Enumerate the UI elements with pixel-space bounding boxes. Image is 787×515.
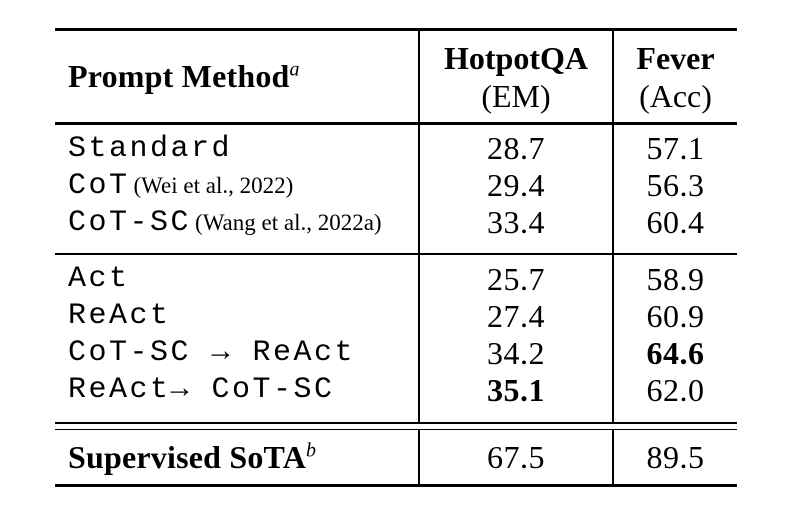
method-cell-cot: CoT (Wei et al., 2022): [68, 167, 418, 204]
header-method-cell: Prompt Methoda: [55, 31, 418, 122]
hotpotqa-value-best: 35.1: [487, 372, 545, 408]
hotpotqa-column: 28.7 29.4 33.4: [418, 124, 612, 253]
hotpotqa-value: 34.2: [487, 335, 545, 371]
table-section-react: Act ReAct CoT-SC → ReAct ReAct→ CoT-SC 2…: [55, 255, 737, 422]
method-cell-react: ReAct: [68, 298, 418, 335]
method-cell-react-to-cotsc: ReAct→ CoT-SC: [68, 372, 418, 409]
fever-value: 62.0: [646, 372, 705, 408]
table-double-rule-lower: [55, 428, 737, 431]
hotpotqa-value: 29.4: [487, 166, 545, 203]
table-rule-bottom: [55, 484, 737, 488]
fever-column: 58.9 60.9 64.6 62.0: [612, 255, 737, 422]
results-table: Prompt Methoda HotpotQA (EM) Fever (Acc)…: [55, 28, 737, 488]
footnote-marker-a: a: [289, 58, 300, 81]
method-name: Standard: [68, 131, 233, 166]
footer-label-cell: Supervised SoTAb: [55, 430, 418, 484]
method-citation: (Wang et al., 2022a): [195, 209, 382, 235]
table-section-baselines: Standard CoT (Wei et al., 2022) CoT-SC (Wa…: [55, 124, 737, 253]
footer-hotpotqa-cell: 67.5: [418, 430, 612, 485]
fever-value: 56.3: [646, 166, 705, 203]
supervised-sota-text: Supervised SoTA: [68, 438, 307, 475]
table-rule-mid: [55, 252, 737, 255]
method-citation: (Wei et al., 2022): [133, 172, 294, 198]
table-footer-row: Supervised SoTAb 67.5 89.5: [55, 430, 737, 485]
table-rule-top: [55, 28, 737, 31]
method-cell-act: Act: [68, 261, 418, 298]
fever-value: 60.9: [646, 298, 705, 334]
footnote-marker-b: b: [306, 439, 317, 462]
fever-value-best: 64.6: [646, 335, 705, 371]
fever-value: 58.9: [646, 261, 705, 297]
method-name: ReAct: [68, 299, 171, 333]
column-header-hotpotqa: HotpotQA: [444, 39, 588, 76]
column-header-fever-metric: (Acc): [639, 77, 712, 114]
method-name: Act: [68, 262, 130, 296]
column-header-prompt-method: Prompt Methoda: [68, 58, 418, 95]
column-header-fever: Fever: [636, 39, 715, 76]
footer-fever-cell: 89.5: [612, 430, 737, 485]
method-column: Standard CoT (Wei et al., 2022) CoT-SC (Wa…: [55, 125, 418, 253]
hotpotqa-value: 28.7: [487, 129, 545, 166]
table-double-rule-upper: [55, 422, 737, 424]
hotpotqa-value: 33.4: [487, 203, 545, 240]
fever-sota-value: 89.5: [646, 438, 705, 475]
header-fever-cell: Fever (Acc): [612, 31, 737, 122]
header-hotpotqa-cell: HotpotQA (EM): [418, 31, 612, 122]
fever-value: 60.4: [646, 203, 705, 240]
fever-column: 57.1 56.3 60.4: [612, 124, 737, 253]
hotpotqa-value: 27.4: [487, 298, 545, 334]
column-header-hotpotqa-metric: (EM): [481, 77, 551, 114]
table-rule-below-header: [55, 122, 737, 125]
method-cell-standard: Standard: [68, 130, 418, 167]
supervised-sota-label: Supervised SoTAb: [68, 439, 418, 476]
hotpotqa-value: 25.7: [487, 261, 545, 297]
method-cell-cotsc-to-react: CoT-SC → ReAct: [68, 335, 418, 372]
table-header-row: Prompt Methoda HotpotQA (EM) Fever (Acc): [55, 31, 737, 122]
fever-value: 57.1: [646, 129, 705, 166]
method-name: CoT: [68, 168, 130, 203]
method-name: ReAct→ CoT-SC: [68, 373, 335, 407]
hotpotqa-column: 25.7 27.4 34.2 35.1: [418, 255, 612, 422]
hotpotqa-sota-value: 67.5: [487, 438, 545, 475]
method-cell-cot-sc: CoT-SC (Wang et al., 2022a): [68, 204, 418, 241]
method-column: Act ReAct CoT-SC → ReAct ReAct→ CoT-SC: [55, 255, 418, 422]
method-name: CoT-SC → ReAct: [68, 336, 356, 370]
prompt-method-label: Prompt Method: [68, 58, 290, 94]
method-name: CoT-SC: [68, 205, 192, 240]
